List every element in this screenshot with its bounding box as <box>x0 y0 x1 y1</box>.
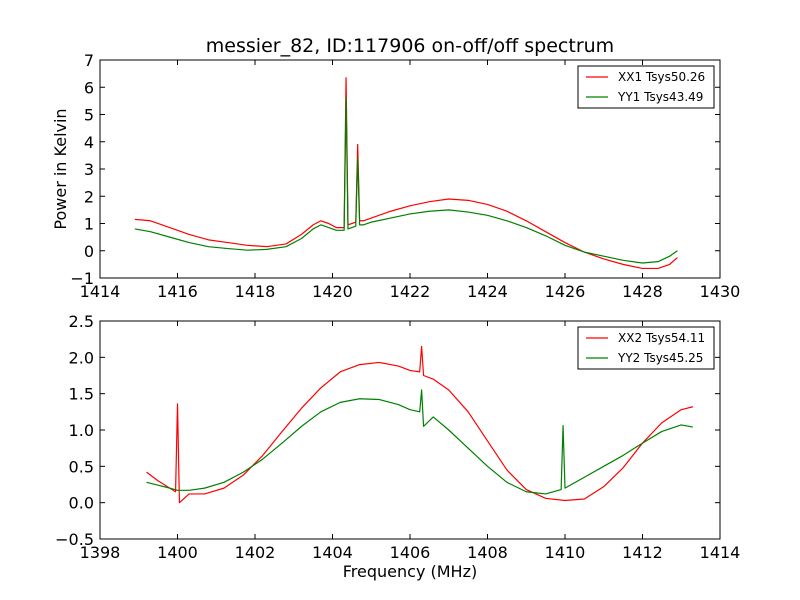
x-tick-label: 1424 <box>467 282 508 301</box>
x-tick-label: 1410 <box>545 543 586 562</box>
x-tick-label: 1408 <box>467 543 508 562</box>
y-tick-label: 2.0 <box>69 348 94 367</box>
legend: XX1 Tsys50.26 YY1 Tsys43.49 <box>577 65 715 109</box>
y-tick-label: −0.5 <box>55 530 94 549</box>
legend-label: XX1 Tsys50.26 <box>618 70 705 84</box>
y-tick-label: 6 <box>84 78 94 97</box>
y-tick-label: 2.5 <box>69 312 94 331</box>
y-tick-label: 0.0 <box>69 494 94 513</box>
x-tick-label: 1422 <box>390 282 431 301</box>
x-tick-label: 1420 <box>312 282 353 301</box>
legend-label: YY1 Tsys43.49 <box>617 90 703 104</box>
chart-panel-1: 1414 1416 1418 1420 1422 1424 1426 1428 1430−101… <box>51 35 740 301</box>
x-tick-label: 1406 <box>390 543 431 562</box>
x-tick-label: 1418 <box>235 282 276 301</box>
x-tick-label: 1400 <box>157 543 198 562</box>
x-tick-label: 1398 <box>80 543 121 562</box>
series-line-2-2 <box>146 389 693 495</box>
x-tick-label: 1414 <box>80 282 121 301</box>
legend-box <box>577 326 715 370</box>
y-tick-label: 0.5 <box>69 457 94 476</box>
legend: XX2 Tsys54.11 YY2 Tsys45.25 <box>577 326 715 370</box>
y-tick-label: 0 <box>84 242 94 261</box>
y-tick-label: 3 <box>84 160 94 179</box>
y-tick-label: −1 <box>70 269 94 288</box>
x-tick-label: 1428 <box>622 282 663 301</box>
y-axis-label: Power in Kelvin <box>51 108 70 229</box>
series-line-1-2 <box>134 97 678 264</box>
chart-panel-2: 1398 1400 1402 1404 1406 1408 1410 1412 1414 −0.5… <box>55 312 740 581</box>
y-tick-label: 2 <box>84 187 94 206</box>
legend-box <box>577 65 715 109</box>
x-tick-label: 1416 <box>157 282 198 301</box>
y-tick-label: 4 <box>84 133 94 152</box>
x-tick-label: 1430 <box>700 282 741 301</box>
x-axis-label: Frequency (MHz) <box>343 562 477 581</box>
series-line-2-1 <box>146 345 694 504</box>
y-tick-label: 7 <box>84 51 94 70</box>
x-tick-label: 1404 <box>312 543 353 562</box>
x-tick-label: 1414 <box>700 543 741 562</box>
legend-label: YY2 Tsys45.25 <box>617 351 703 365</box>
x-tick-label: 1426 <box>545 282 586 301</box>
y-tick-label: 5 <box>84 106 94 125</box>
chart-title: messier_82, ID:117906 on-off/off spectru… <box>206 35 614 57</box>
legend-label: XX2 Tsys54.11 <box>618 331 705 345</box>
y-tick-label: 1 <box>84 215 94 234</box>
x-tick-label: 1402 <box>235 543 276 562</box>
y-tick-label: 1.5 <box>69 385 94 404</box>
y-tick-label: 1.0 <box>69 421 94 440</box>
x-tick-label: 1412 <box>622 543 663 562</box>
